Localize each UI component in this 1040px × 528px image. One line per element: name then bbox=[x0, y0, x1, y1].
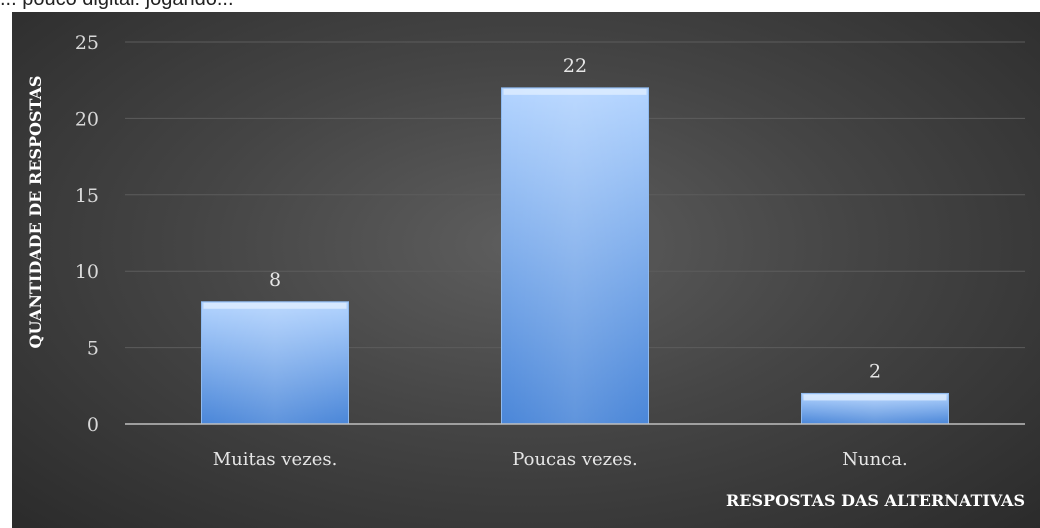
bar-cap bbox=[203, 302, 347, 309]
y-tick-label: 20 bbox=[75, 108, 99, 130]
x-category-label: Muitas vezes. bbox=[213, 449, 338, 470]
x-category-label: Nunca. bbox=[842, 449, 907, 470]
y-tick-label: 25 bbox=[75, 32, 99, 54]
bar-1 bbox=[201, 301, 349, 425]
bar-cap bbox=[503, 88, 647, 95]
y-axis-title: QUANTIDADE DE RESPOSTAS bbox=[26, 76, 45, 349]
cropped-header-text: ... pouco digital: jogando... bbox=[0, 0, 1040, 12]
bars bbox=[201, 87, 949, 425]
y-tick-label: 0 bbox=[87, 414, 99, 436]
bar-shine bbox=[501, 87, 649, 424]
x-axis-title: RESPOSTAS DAS ALTERNATIVAS bbox=[726, 491, 1025, 510]
chart-area: 0 5 10 15 20 25 8 22 2 Muitas vezes. Poucas veze… bbox=[12, 12, 1040, 528]
data-label: 2 bbox=[869, 360, 881, 382]
data-label: 8 bbox=[269, 269, 281, 291]
y-axis-ticks: 0 5 10 15 20 25 bbox=[75, 32, 99, 436]
y-tick-label: 15 bbox=[75, 185, 99, 207]
bar-2 bbox=[501, 87, 649, 425]
x-category-label: Poucas vezes. bbox=[512, 449, 638, 470]
x-axis-categories: Muitas vezes. Poucas vezes. Nunca. bbox=[213, 449, 908, 470]
bar-shine bbox=[201, 301, 349, 424]
data-label: 22 bbox=[563, 55, 587, 77]
y-tick-label: 10 bbox=[75, 261, 99, 283]
bar-cap bbox=[803, 394, 947, 401]
y-tick-label: 5 bbox=[87, 338, 99, 360]
bar-3 bbox=[801, 392, 949, 425]
cropped-header-text-label: ... pouco digital: jogando... bbox=[0, 0, 234, 11]
